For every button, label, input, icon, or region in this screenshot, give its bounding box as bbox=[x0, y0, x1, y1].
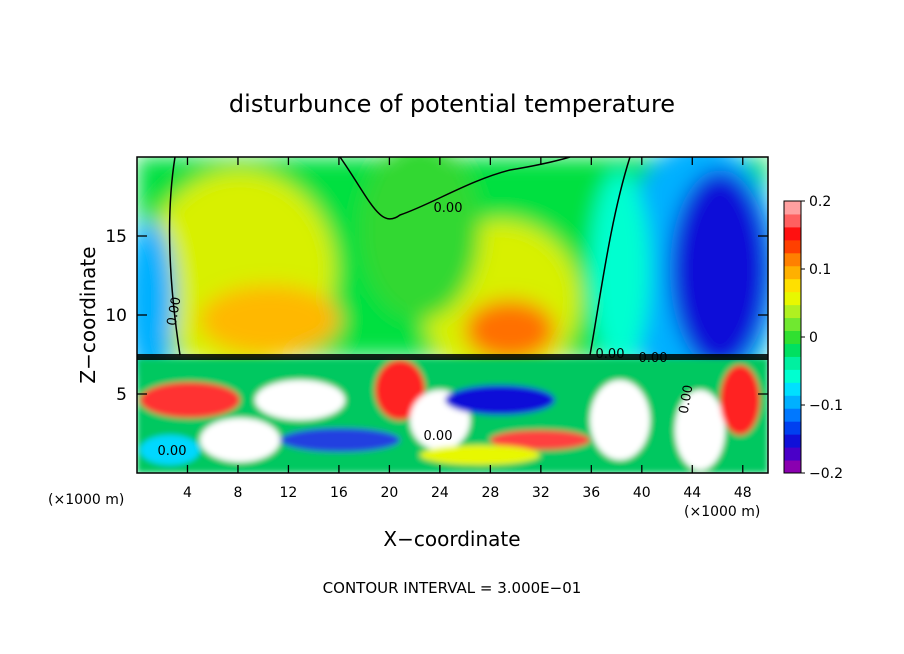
upper-field bbox=[137, 157, 768, 400]
colorbar-swatch bbox=[784, 317, 801, 332]
colorbar-swatch bbox=[784, 291, 801, 306]
colorbar-swatch bbox=[784, 252, 801, 267]
x-tick-label: 8 bbox=[233, 485, 242, 501]
contour-line bbox=[168, 157, 181, 356]
colorbar-swatch bbox=[784, 330, 801, 344]
colorbar-swatch bbox=[784, 226, 801, 241]
colorbar-swatch bbox=[784, 278, 801, 293]
y-tick-label: 10 bbox=[105, 306, 127, 326]
colorbar-swatch bbox=[784, 369, 801, 383]
colorbar-swatch bbox=[784, 421, 801, 435]
chart-title: disturbunce of potential temperature bbox=[229, 90, 675, 118]
colorbar-tick-label: 0.1 bbox=[809, 262, 831, 278]
colorbar: −0.2 −0.1 0 0.1 0.2 bbox=[783, 194, 843, 482]
contour-line bbox=[589, 157, 631, 356]
colorbar-swatch bbox=[784, 304, 801, 319]
colorbar-tick-label: 0 bbox=[809, 330, 818, 346]
x-unit-left: (×1000 m) bbox=[48, 492, 124, 508]
colorbar-swatch bbox=[784, 447, 801, 461]
x-axis-label: X−coordinate bbox=[383, 527, 520, 551]
y-tick-label: 15 bbox=[105, 227, 127, 247]
colorbar-swatch bbox=[784, 408, 801, 422]
plot-area bbox=[137, 157, 768, 473]
x-axis: 4 8 12 16 20 24 28 32 36 40 44 48 bbox=[183, 157, 752, 501]
x-tick-label: 12 bbox=[280, 485, 298, 501]
colorbar-tick-label: −0.2 bbox=[809, 466, 843, 482]
x-tick-label: 36 bbox=[582, 485, 600, 501]
colorbar-swatch bbox=[784, 356, 801, 370]
y-axis-label: Z−coordinate bbox=[76, 246, 100, 383]
colorbar-swatch bbox=[784, 460, 801, 474]
contour-label: 0.00 bbox=[677, 384, 697, 415]
contour-label: 0.00 bbox=[158, 444, 187, 459]
lower-field bbox=[137, 358, 768, 473]
colorbar-swatch bbox=[784, 343, 801, 357]
colorbar-tick-label: −0.1 bbox=[809, 398, 843, 414]
y-axis: 5 10 15 bbox=[105, 227, 768, 405]
contour-label: 0.00 bbox=[434, 201, 463, 216]
colorbar-swatch bbox=[784, 382, 801, 396]
colorbar-swatch bbox=[784, 213, 801, 228]
x-tick-label: 24 bbox=[431, 485, 449, 501]
x-tick-label: 40 bbox=[633, 485, 651, 501]
x-tick-label: 44 bbox=[683, 485, 701, 501]
contour-label: 0.00 bbox=[639, 351, 668, 366]
colorbar-swatch bbox=[784, 395, 801, 409]
colorbar-tick-label: 0.2 bbox=[809, 194, 831, 210]
contour-interval: CONTOUR INTERVAL = 3.000E−01 bbox=[323, 579, 582, 597]
x-tick-label: 48 bbox=[734, 485, 752, 501]
contour-label: 0.00 bbox=[165, 296, 185, 327]
contour-line bbox=[339, 157, 571, 220]
colorbar-swatch bbox=[784, 265, 801, 280]
colorbar-swatch bbox=[784, 239, 801, 254]
x-tick-label: 16 bbox=[330, 485, 348, 501]
x-tick-label: 32 bbox=[532, 485, 550, 501]
colorbar-swatch bbox=[784, 201, 801, 215]
x-tick-label: 4 bbox=[183, 485, 192, 501]
contour-label: 0.00 bbox=[424, 429, 453, 444]
x-tick-label: 20 bbox=[380, 485, 398, 501]
contour-label: 0.00 bbox=[596, 347, 625, 362]
y-tick-label: 5 bbox=[116, 385, 127, 405]
x-tick-label: 28 bbox=[481, 485, 499, 501]
colorbar-swatch bbox=[784, 434, 801, 448]
x-unit-right: (×1000 m) bbox=[684, 504, 760, 520]
